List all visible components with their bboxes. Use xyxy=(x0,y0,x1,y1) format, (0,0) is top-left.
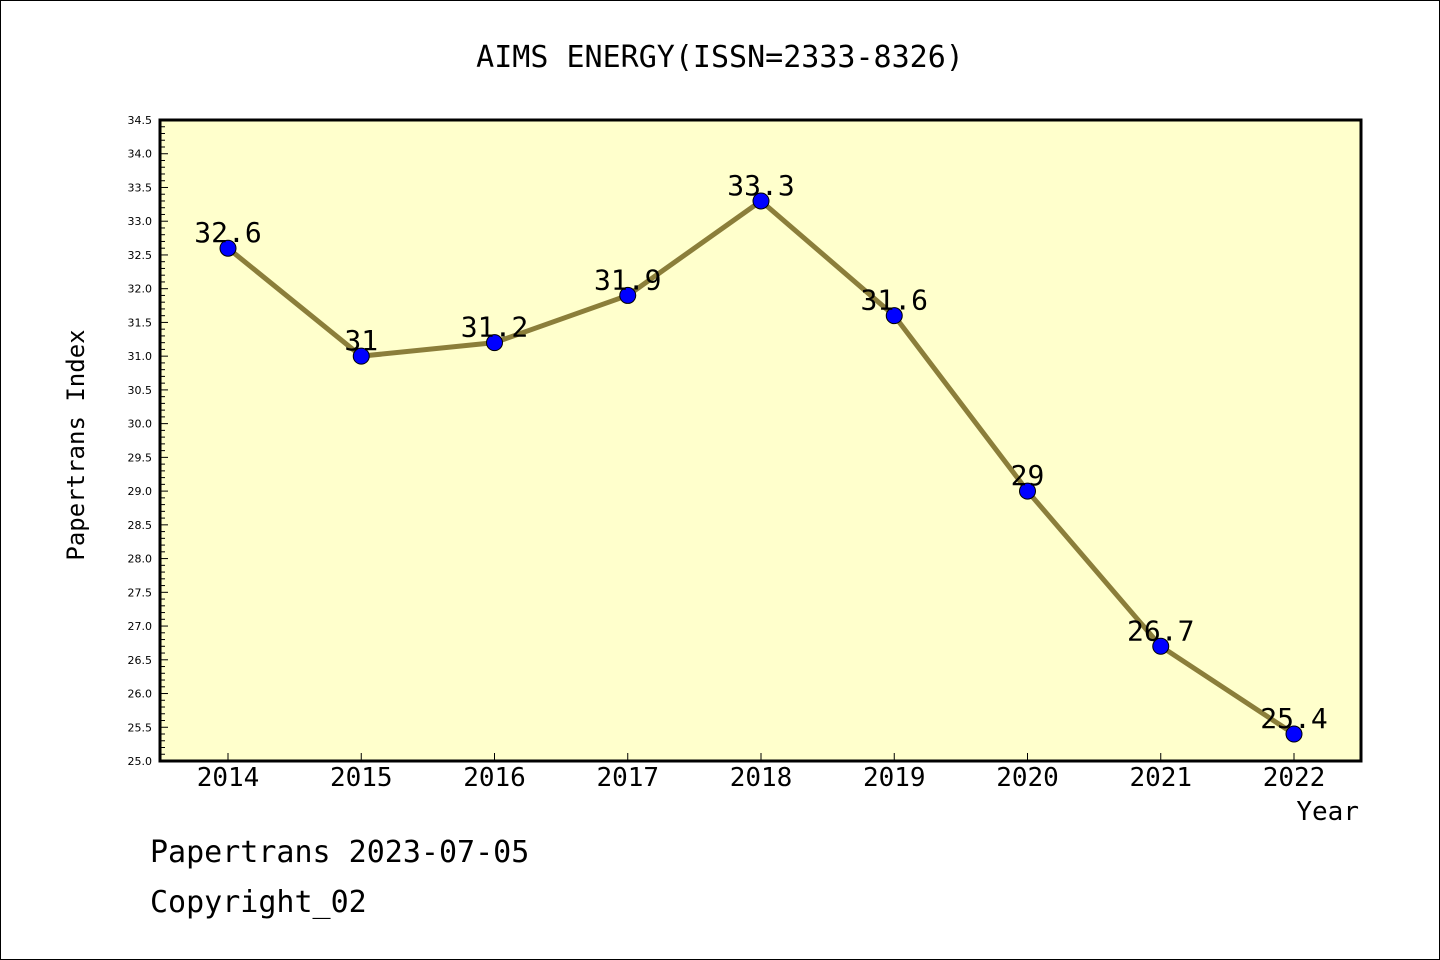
data-point-marker xyxy=(1019,482,1036,500)
data-point-marker xyxy=(219,239,237,257)
data-label: 32.6 xyxy=(194,216,261,249)
y-tick-label: 27.0 xyxy=(128,620,153,633)
y-axis-ticks xyxy=(160,119,168,762)
y-tick-label: 31.5 xyxy=(128,316,153,329)
data-point-marker xyxy=(885,307,903,325)
x-tick-label: 2020 xyxy=(996,763,1059,793)
y-tick-label: 28.0 xyxy=(128,553,153,566)
y-tick-label: 30.0 xyxy=(128,418,153,431)
y-tick-label: 32.5 xyxy=(128,249,153,262)
data-labels: 32.6 31 31.2 31.9 33.3 31.6 29 26.7 25.4 xyxy=(194,169,1327,735)
x-tick-label: 2022 xyxy=(1263,763,1326,793)
y-tick-label: 27.5 xyxy=(128,586,153,599)
data-label: 29 xyxy=(1011,459,1045,492)
x-axis-tick-labels: 2014 2015 2016 2017 2018 2019 2020 2021 2022 xyxy=(197,763,1326,793)
footer-date: Papertrans 2023-07-05 xyxy=(150,835,530,870)
plot-area xyxy=(158,118,1363,763)
x-tick-label: 2019 xyxy=(863,763,926,793)
x-tick-label: 2015 xyxy=(330,763,393,793)
data-label: 31.2 xyxy=(461,311,528,344)
y-tick-label: 28.5 xyxy=(128,519,153,532)
y-tick-label: 33.0 xyxy=(128,215,153,228)
x-tick-label: 2014 xyxy=(197,763,260,793)
data-label: 31.9 xyxy=(594,263,661,296)
x-axis-title: Year xyxy=(1296,797,1359,827)
x-tick-label: 2021 xyxy=(1129,763,1192,793)
data-label: 25.4 xyxy=(1260,702,1327,735)
data-point-marker xyxy=(1152,637,1170,655)
y-tick-label: 29.0 xyxy=(128,485,153,498)
data-label: 26.7 xyxy=(1127,614,1194,647)
data-label: 33.3 xyxy=(727,169,794,202)
y-tick-label: 30.5 xyxy=(128,384,153,397)
y-tick-label: 25.0 xyxy=(128,755,153,768)
y-tick-label: 31.0 xyxy=(128,350,153,363)
y-tick-label: 26.5 xyxy=(128,654,153,667)
y-tick-label: 34.0 xyxy=(128,148,153,161)
y-axis-title: Papertrans Index xyxy=(62,329,90,560)
data-label: 31.6 xyxy=(861,284,928,317)
footer-copyright: Copyright_02 xyxy=(150,885,367,920)
x-tick-label: 2018 xyxy=(730,763,793,793)
y-tick-label: 33.5 xyxy=(128,181,153,194)
y-tick-label: 26.0 xyxy=(128,688,153,701)
x-tick-label: 2016 xyxy=(463,763,526,793)
y-axis-tick-labels: 25.0 25.5 26.0 26.5 27.0 27.5 28.0 28.5 29.0 29.5… xyxy=(128,114,153,768)
data-label: 31 xyxy=(344,324,378,357)
series-markers xyxy=(219,192,1303,743)
data-point-marker xyxy=(619,286,637,304)
y-tick-label: 34.5 xyxy=(128,114,153,127)
y-tick-label: 32.0 xyxy=(128,283,153,296)
chart-title: AIMS ENERGY(ISSN=2333-8326) xyxy=(476,40,964,75)
data-point-marker xyxy=(1285,725,1303,743)
x-tick-label: 2017 xyxy=(596,763,659,793)
x-axis-ticks xyxy=(227,753,1295,761)
data-point-marker xyxy=(352,347,370,365)
y-tick-label: 25.5 xyxy=(128,721,153,734)
data-point-marker xyxy=(752,192,770,210)
data-point-marker xyxy=(486,334,503,352)
y-tick-label: 29.5 xyxy=(128,451,153,464)
